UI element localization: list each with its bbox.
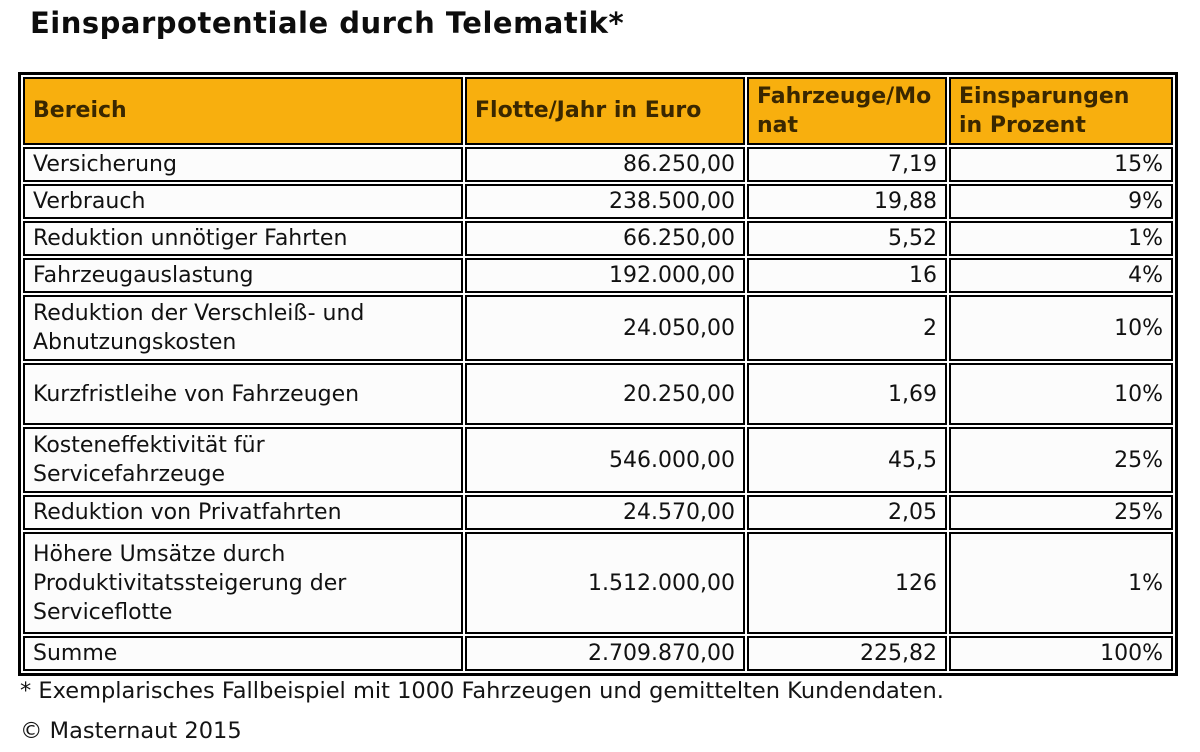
page-title: Einsparpotentiale durch Telematik* (30, 6, 625, 40)
cell-fahrzeuge: 2 (747, 295, 947, 362)
cell-fahrzeuge: 7,19 (747, 147, 947, 183)
table-row: Kosteneffektivität für Servicefahrzeuge 5… (23, 427, 1173, 494)
header-row: Bereich Flotte/Jahr in Euro Fahrzeuge/Mo… (23, 77, 1173, 145)
cell-flotte: 66.250,00 (465, 221, 745, 257)
cell-bereich: Kosteneffektivität für Servicefahrzeuge (23, 427, 463, 494)
cell-bereich: Höhere Umsätze durch Produktivitatssteig… (23, 532, 463, 635)
cell-einsparungen: 10% (949, 295, 1173, 362)
cell-einsparungen: 1% (949, 221, 1173, 257)
column-header-einsparungen: Einsparungen in Prozent (949, 77, 1173, 145)
cell-einsparungen: 100% (949, 636, 1173, 672)
cell-flotte: 238.500,00 (465, 184, 745, 220)
cell-bereich: Reduktion der Verschleiß- und Abnutzungs… (23, 295, 463, 362)
cell-bereich: Summe (23, 636, 463, 672)
table-header: Bereich Flotte/Jahr in Euro Fahrzeuge/Mo… (23, 77, 1173, 145)
cell-fahrzeuge: 5,52 (747, 221, 947, 257)
copyright: © Masternaut 2015 (20, 718, 242, 744)
cell-flotte: 20.250,00 (465, 363, 745, 426)
table-row: Reduktion der Verschleiß- und Abnutzungs… (23, 295, 1173, 362)
cell-einsparungen: 25% (949, 495, 1173, 531)
cell-fahrzeuge: 45,5 (747, 427, 947, 494)
table-row: Reduktion unnötiger Fahrten 66.250,00 5,52… (23, 221, 1173, 257)
column-header-fahrzeuge: Fahrzeuge/Mo nat (747, 77, 947, 145)
summary-row: Summe 2.709.870,00 225,82 100% (23, 636, 1173, 672)
cell-flotte: 24.570,00 (465, 495, 745, 531)
cell-fahrzeuge: 19,88 (747, 184, 947, 220)
cell-bereich: Versicherung (23, 147, 463, 183)
cell-flotte: 24.050,00 (465, 295, 745, 362)
cell-einsparungen: 1% (949, 532, 1173, 635)
cell-flotte: 192.000,00 (465, 258, 745, 294)
cell-einsparungen: 4% (949, 258, 1173, 294)
footnote: * Exemplarisches Fallbeispiel mit 1000 F… (20, 678, 944, 704)
cell-fahrzeuge: 16 (747, 258, 947, 294)
column-header-flotte: Flotte/Jahr in Euro (465, 77, 745, 145)
cell-bereich: Kurzfristleihe von Fahrzeugen (23, 363, 463, 426)
cell-bereich: Reduktion unnötiger Fahrten (23, 221, 463, 257)
cell-flotte: 2.709.870,00 (465, 636, 745, 672)
cell-einsparungen: 9% (949, 184, 1173, 220)
cell-fahrzeuge: 126 (747, 532, 947, 635)
savings-table: Bereich Flotte/Jahr in Euro Fahrzeuge/Mo… (18, 72, 1178, 677)
cell-einsparungen: 25% (949, 427, 1173, 494)
column-header-bereich: Bereich (23, 77, 463, 145)
table-row: Fahrzeugauslastung 192.000,00 16 4% (23, 258, 1173, 294)
cell-flotte: 546.000,00 (465, 427, 745, 494)
table-row: Höhere Umsätze durch Produktivitatssteig… (23, 532, 1173, 635)
cell-einsparungen: 15% (949, 147, 1173, 183)
cell-fahrzeuge: 225,82 (747, 636, 947, 672)
cell-einsparungen: 10% (949, 363, 1173, 426)
table-body: Versicherung 86.250,00 7,19 15% Verbrauch 238… (23, 147, 1173, 672)
cell-bereich: Fahrzeugauslastung (23, 258, 463, 294)
table-row: Verbrauch 238.500,00 19,88 9% (23, 184, 1173, 220)
cell-flotte: 1.512.000,00 (465, 532, 745, 635)
cell-flotte: 86.250,00 (465, 147, 745, 183)
cell-fahrzeuge: 2,05 (747, 495, 947, 531)
table-row: Kurzfristleihe von Fahrzeugen 20.250,00 1,… (23, 363, 1173, 426)
cell-bereich: Reduktion von Privatfahrten (23, 495, 463, 531)
cell-fahrzeuge: 1,69 (747, 363, 947, 426)
cell-bereich: Verbrauch (23, 184, 463, 220)
table-row: Reduktion von Privatfahrten 24.570,00 2,05… (23, 495, 1173, 531)
table-row: Versicherung 86.250,00 7,19 15% (23, 147, 1173, 183)
